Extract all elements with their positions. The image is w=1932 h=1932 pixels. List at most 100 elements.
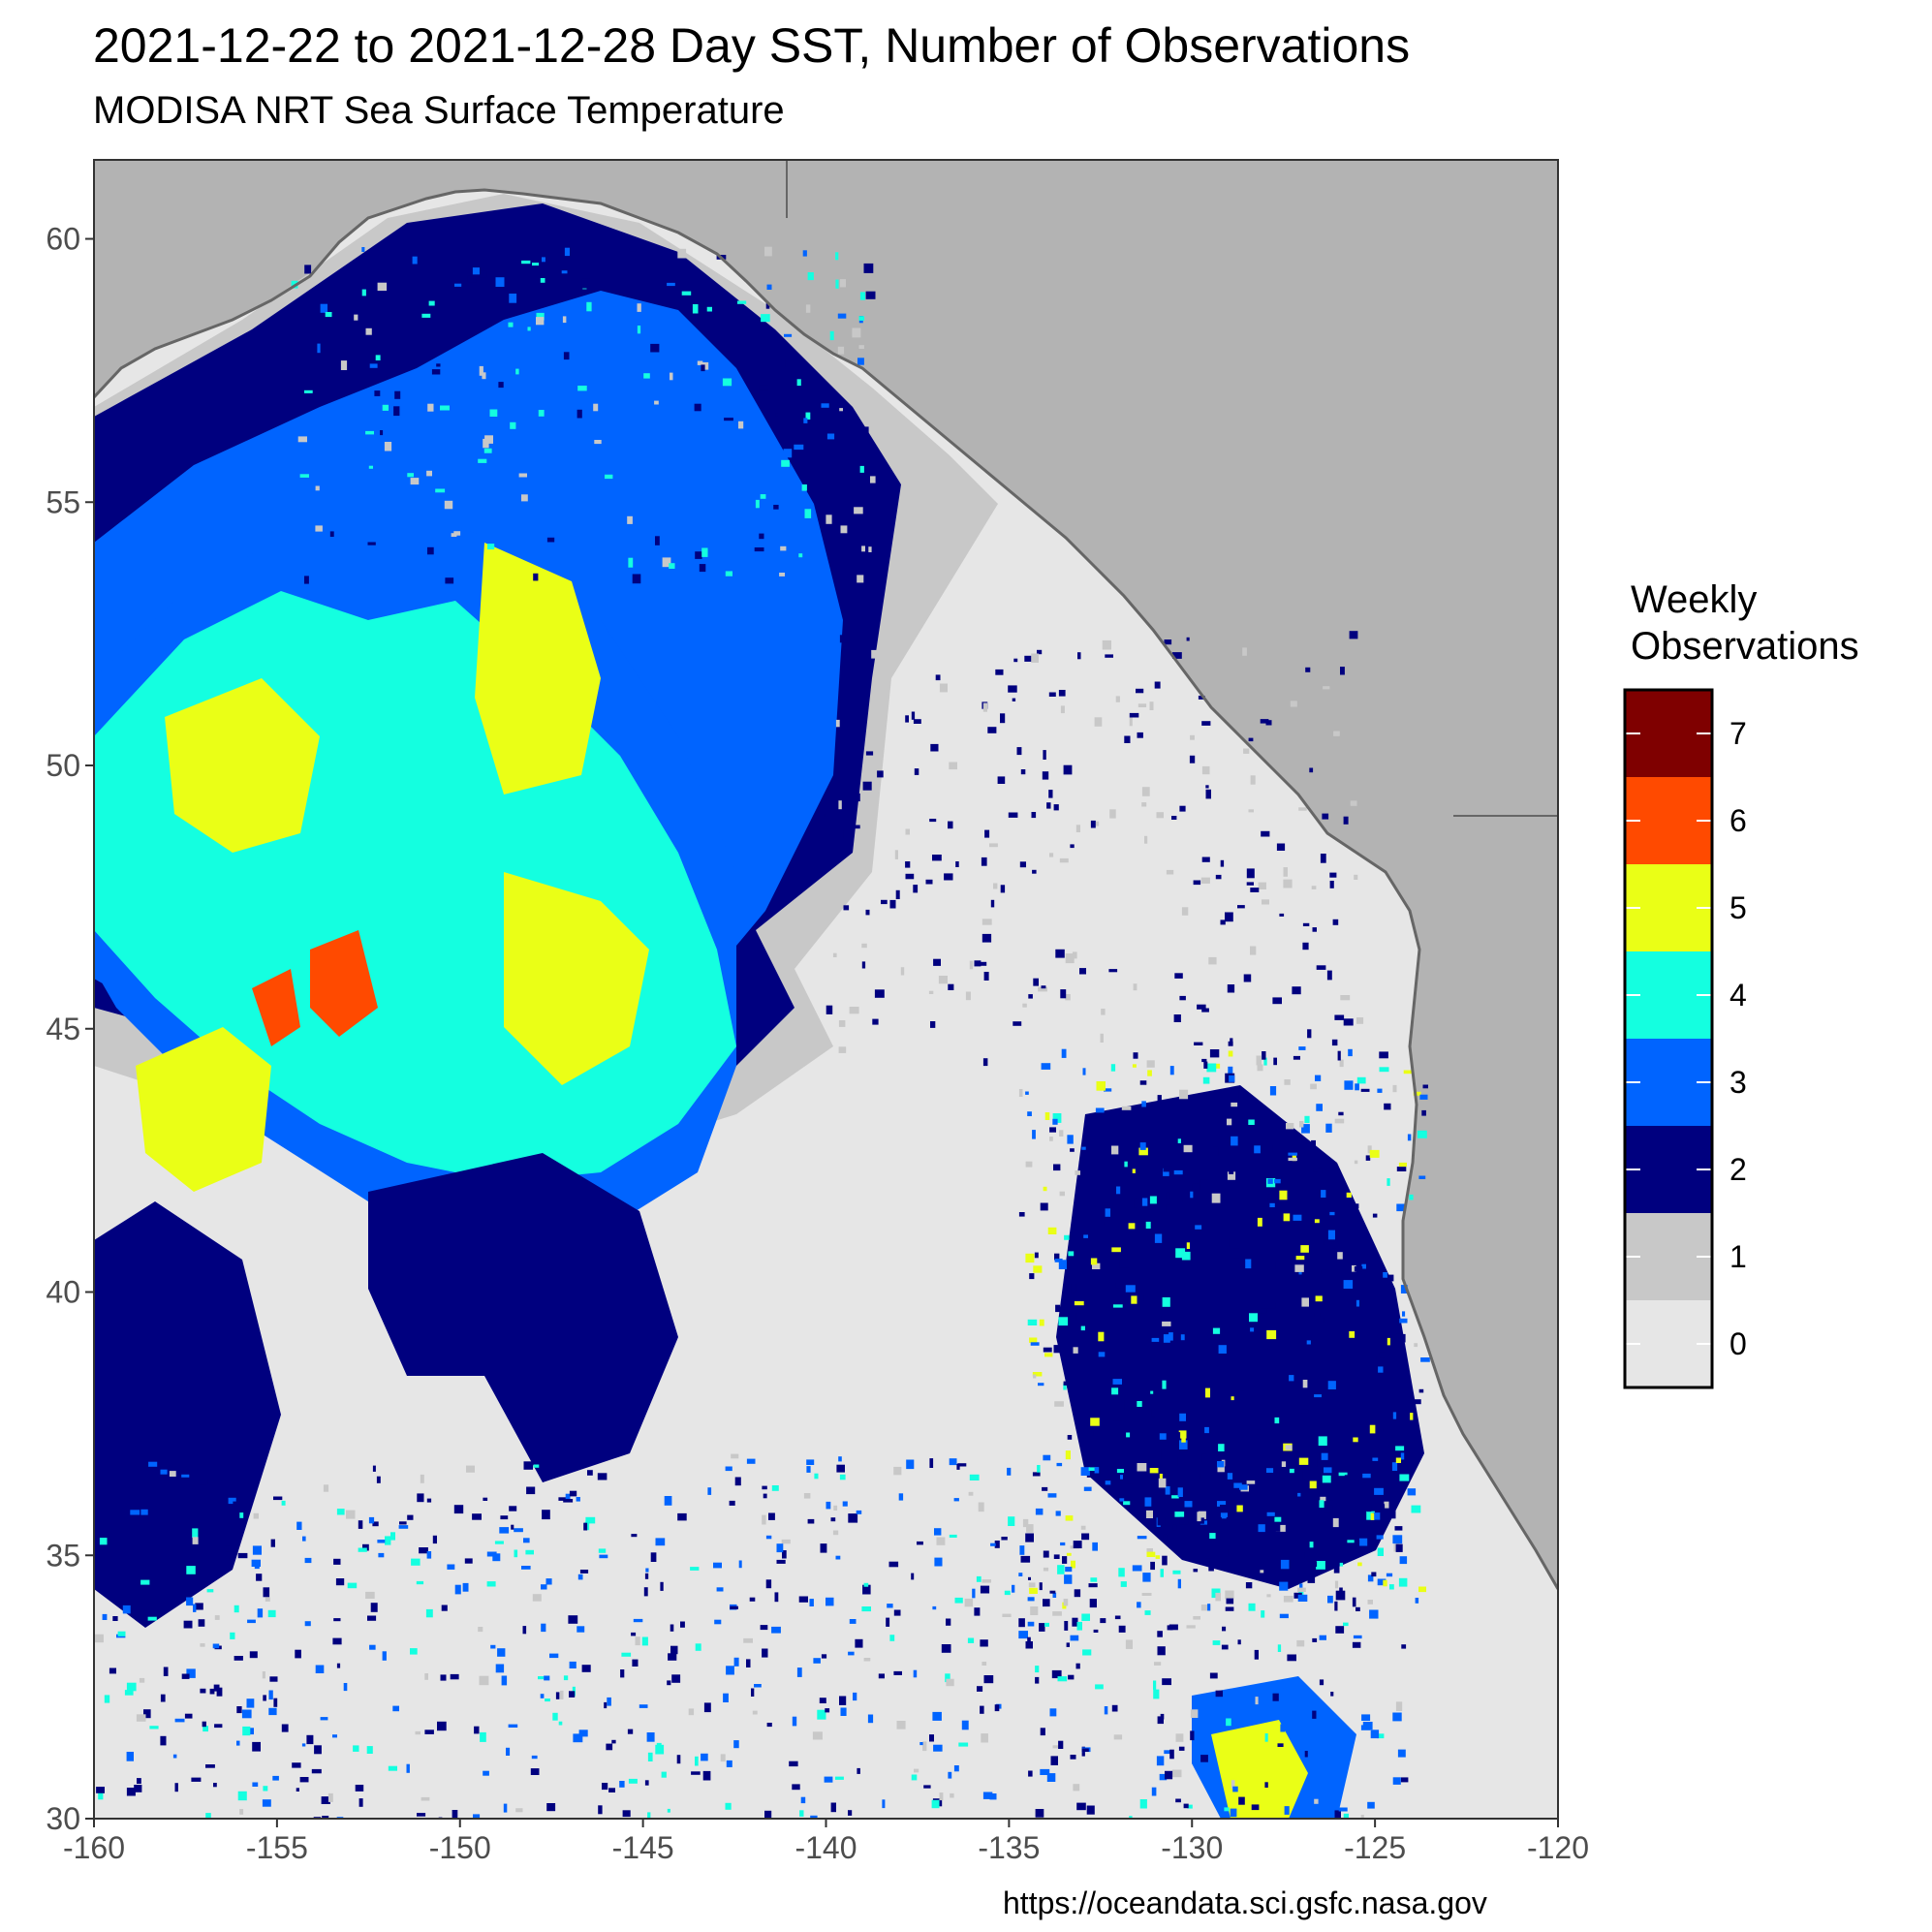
observation-speckle bbox=[421, 1796, 430, 1801]
observation-speckle bbox=[611, 1739, 616, 1744]
observation-speckle bbox=[563, 1675, 569, 1681]
observation-speckle bbox=[695, 1756, 699, 1766]
observation-speckle bbox=[239, 1512, 244, 1518]
observation-speckle bbox=[1171, 816, 1177, 820]
observation-speckle bbox=[233, 1501, 241, 1505]
observation-speckle bbox=[1383, 1579, 1387, 1587]
observation-speckle bbox=[1088, 1467, 1098, 1471]
observation-speckle bbox=[725, 571, 732, 576]
observation-speckle bbox=[677, 248, 687, 259]
observation-speckle bbox=[1043, 1567, 1049, 1572]
observation-speckle bbox=[1043, 1347, 1052, 1353]
y-tick-label: 30 bbox=[46, 1801, 80, 1836]
observation-speckle bbox=[1231, 1102, 1238, 1107]
observation-speckle bbox=[849, 1007, 859, 1014]
observation-speckle bbox=[1290, 701, 1297, 707]
observation-speckle bbox=[304, 265, 312, 274]
observation-speckle bbox=[1209, 1049, 1220, 1058]
y-tick-label: 55 bbox=[46, 484, 80, 519]
observation-speckle bbox=[1285, 1445, 1293, 1450]
observation-speckle bbox=[1324, 1240, 1332, 1245]
observation-speckle bbox=[1234, 1476, 1239, 1481]
observation-speckle bbox=[1334, 1810, 1341, 1819]
observation-speckle bbox=[792, 1784, 800, 1791]
observation-speckle bbox=[1309, 1480, 1317, 1489]
observation-speckle bbox=[382, 1651, 387, 1661]
observation-speckle bbox=[1165, 1770, 1173, 1780]
observation-speckle bbox=[1018, 1618, 1025, 1628]
observation-speckle bbox=[637, 326, 641, 334]
observation-speckle bbox=[335, 1578, 345, 1586]
observation-speckle bbox=[1028, 994, 1033, 999]
observation-speckle bbox=[699, 564, 706, 573]
observation-speckle bbox=[1141, 1198, 1148, 1206]
observation-speckle bbox=[346, 1510, 356, 1519]
observation-speckle bbox=[1138, 1147, 1148, 1156]
observation-speckle bbox=[1039, 1582, 1043, 1591]
observation-speckle bbox=[299, 1777, 309, 1783]
observation-speckle bbox=[950, 1792, 954, 1798]
observation-speckle bbox=[631, 1534, 638, 1538]
observation-speckle bbox=[1418, 1175, 1426, 1179]
observation-speckle bbox=[694, 403, 701, 412]
observation-speckle bbox=[1038, 986, 1047, 992]
observation-speckle bbox=[1060, 1542, 1066, 1546]
observation-speckle bbox=[783, 449, 793, 458]
observation-speckle bbox=[745, 469, 749, 476]
observation-speckle bbox=[421, 313, 431, 318]
observation-speckle bbox=[501, 1675, 508, 1686]
observation-speckle bbox=[538, 1676, 545, 1680]
observation-speckle bbox=[495, 1664, 505, 1673]
observation-speckle bbox=[1175, 1733, 1184, 1742]
observation-speckle bbox=[911, 1573, 915, 1580]
observation-speckle bbox=[1215, 1063, 1221, 1069]
observation-speckle bbox=[1419, 1094, 1428, 1100]
observation-speckle bbox=[1044, 1353, 1053, 1357]
observation-speckle bbox=[440, 1674, 447, 1681]
observation-speckle bbox=[562, 316, 567, 324]
observation-speckle bbox=[583, 1522, 588, 1531]
observation-speckle bbox=[263, 1695, 266, 1701]
observation-speckle bbox=[1008, 812, 1018, 818]
observation-speckle bbox=[1226, 1598, 1234, 1605]
observation-speckle bbox=[1139, 1799, 1147, 1809]
observation-speckle bbox=[1041, 985, 1046, 989]
observation-speckle bbox=[1339, 1059, 1344, 1068]
observation-speckle bbox=[1072, 951, 1077, 959]
observation-speckle bbox=[1150, 1504, 1158, 1511]
observation-speckle bbox=[1016, 747, 1022, 756]
observation-speckle bbox=[854, 793, 860, 802]
observation-speckle bbox=[431, 369, 441, 375]
observation-speckle bbox=[1042, 1486, 1048, 1491]
coastline bbox=[94, 188, 1558, 1590]
observation-speckle bbox=[780, 545, 787, 551]
observation-speckle bbox=[1274, 1178, 1281, 1184]
observation-speckle bbox=[1155, 1449, 1162, 1459]
observation-speckle bbox=[1186, 1242, 1190, 1249]
observation-speckle bbox=[483, 448, 492, 453]
observation-speckle bbox=[1348, 1048, 1353, 1057]
observation-speckle bbox=[1177, 1487, 1183, 1497]
observation-speckle bbox=[839, 635, 850, 643]
observation-speckle bbox=[1027, 1636, 1031, 1645]
legend-label: 3 bbox=[1729, 1065, 1747, 1100]
observation-speckle bbox=[1111, 1145, 1119, 1155]
observation-speckle bbox=[628, 1778, 638, 1784]
observation-speckle bbox=[911, 711, 916, 720]
observation-speckle bbox=[701, 364, 705, 372]
observation-speckle bbox=[749, 1597, 756, 1602]
observation-speckle bbox=[1164, 1750, 1172, 1755]
observation-speckle bbox=[787, 371, 792, 375]
observation-speckle bbox=[1179, 1516, 1189, 1525]
observation-speckle bbox=[933, 1744, 943, 1752]
observation-speckle bbox=[967, 1637, 975, 1643]
observation-speckle bbox=[944, 873, 953, 881]
observation-speckle bbox=[1334, 1601, 1338, 1611]
observation-speckle bbox=[922, 1741, 927, 1752]
observation-speckle bbox=[1262, 1051, 1266, 1060]
observation-speckle bbox=[570, 329, 576, 333]
observation-speckle bbox=[1370, 1729, 1380, 1739]
observation-speckle bbox=[478, 458, 487, 463]
observation-speckle bbox=[1027, 1319, 1038, 1325]
observation-speckle bbox=[938, 976, 948, 984]
